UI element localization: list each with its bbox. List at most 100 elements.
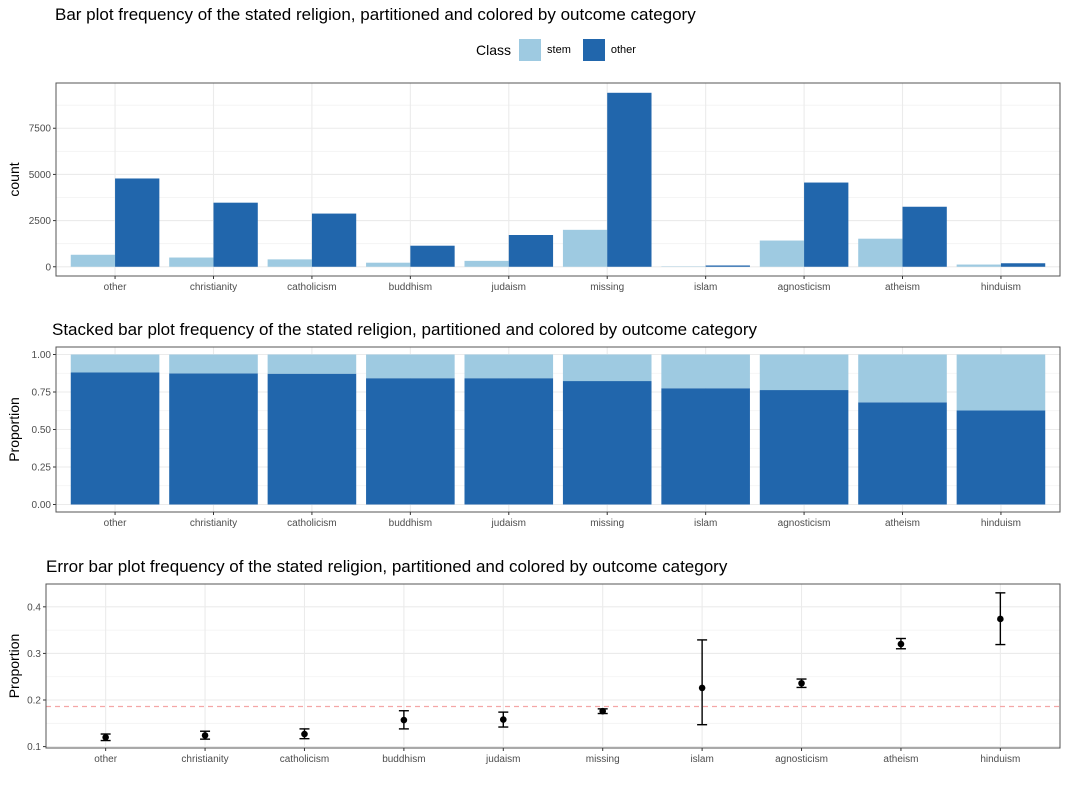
chart-title-stacked: Stacked bar plot frequency of the stated… (52, 320, 757, 339)
stacked-bar-other-atheism (858, 402, 947, 505)
y-tick-label: 7500 (29, 124, 52, 135)
x-tick-label: buddhism (389, 518, 432, 529)
stacked-bar-other-christianity (169, 373, 258, 505)
stacked-bar-other-other (70, 372, 160, 505)
point-judaism (499, 716, 507, 723)
bar-other-catholicism (311, 213, 357, 267)
x-tick-label: islam (694, 282, 717, 293)
y-tick-label: 0.1 (27, 742, 41, 753)
x-tick-label: catholicism (287, 518, 336, 529)
x-tick-label: missing (586, 754, 620, 765)
bar-other-atheism (902, 206, 947, 267)
x-tick-label: christianity (190, 518, 237, 529)
x-tick-label: other (94, 754, 117, 765)
point-missing (599, 707, 607, 715)
legend-label-other: other (610, 44, 636, 56)
bar-stem-agnosticism (759, 240, 805, 267)
x-tick-label: missing (590, 282, 624, 293)
legend-key-stem (519, 39, 542, 61)
x-tick-label: atheism (883, 754, 918, 765)
bar-stem-christianity (169, 257, 214, 267)
stacked-bar-stem-christianity (169, 354, 258, 374)
y-tick-label: 0 (45, 262, 51, 273)
bar-other-other (115, 178, 160, 267)
x-tick-label: buddhism (389, 282, 432, 293)
stacked-bar-stem-hinduism (956, 354, 1046, 411)
x-tick-label: hinduism (981, 282, 1021, 293)
x-tick-label: catholicism (280, 754, 329, 765)
bar-stem-atheism (858, 238, 903, 267)
x-tick-label: atheism (885, 282, 920, 293)
x-tick-label: atheism (885, 518, 920, 529)
y-tick-label: 2500 (29, 216, 52, 227)
stacked-bar-stem-agnosticism (759, 354, 849, 391)
point-agnosticism (798, 679, 805, 687)
bar-other-buddhism (410, 245, 455, 267)
bar-other-christianity (213, 202, 258, 267)
y-tick-label: 1.00 (32, 350, 52, 361)
point-other (102, 733, 109, 741)
bar-other-judaism (508, 234, 554, 267)
bar-other-missing (607, 92, 652, 267)
x-tick-label: agnosticism (775, 754, 828, 765)
bar-other-agnosticism (804, 182, 849, 267)
point-buddhism (400, 716, 408, 724)
bar-other-hinduism (1000, 263, 1046, 267)
stacked-bar-other-agnosticism (759, 390, 849, 505)
y-tick-label: 5000 (29, 170, 52, 181)
y-axis-label: Proportion (6, 397, 22, 462)
x-tick-label: other (104, 518, 127, 529)
y-tick-label: 0.00 (32, 500, 52, 511)
point-atheism (897, 640, 905, 648)
x-tick-label: islam (690, 754, 713, 765)
y-tick-label: 0.4 (27, 602, 41, 613)
x-tick-label: judaism (485, 754, 520, 765)
y-axis-label: count (6, 162, 22, 196)
stacked-bar-other-judaism (464, 378, 554, 505)
stacked-bar-other-islam (661, 388, 750, 505)
stacked-bar-stem-islam (661, 354, 750, 389)
bar-other-islam (705, 265, 750, 267)
panel-border (55, 346, 1061, 513)
x-tick-label: agnosticism (778, 518, 831, 529)
x-tick-label: christianity (181, 754, 228, 765)
x-tick-label: catholicism (287, 282, 336, 293)
x-tick-label: agnosticism (778, 282, 831, 293)
y-tick-label: 0.50 (32, 425, 52, 436)
y-tick-label: 0.2 (27, 696, 41, 707)
bar-stem-hinduism (956, 264, 1001, 267)
legend-label-stem: stem (547, 44, 571, 56)
bar-stem-buddhism (366, 262, 411, 267)
chart-title-errorbar: Error bar plot frequency of the stated r… (46, 557, 728, 576)
x-tick-label: missing (590, 518, 624, 529)
x-tick-label: buddhism (382, 754, 425, 765)
stacked-bar-stem-missing (562, 354, 652, 382)
x-tick-label: other (104, 282, 127, 293)
stacked-bar-stem-buddhism (366, 354, 455, 379)
legend: Class stem other (476, 38, 648, 62)
bar-stem-catholicism (267, 259, 312, 267)
stacked-bar-stem-judaism (464, 354, 554, 379)
stacked-bar-stem-atheism (858, 354, 947, 403)
point-catholicism (301, 730, 308, 738)
stacked-bar-other-missing (562, 381, 652, 505)
x-tick-label: judaism (491, 518, 526, 529)
stacked-bar-other-buddhism (366, 378, 455, 505)
point-islam (698, 684, 706, 692)
x-tick-label: hinduism (980, 754, 1020, 765)
stacked-bar-other-catholicism (267, 373, 357, 505)
stacked-bar-stem-other (70, 354, 160, 373)
y-tick-label: 0.3 (27, 649, 41, 660)
stacked-bar-stem-catholicism (267, 354, 357, 374)
x-tick-label: hinduism (981, 518, 1021, 529)
x-tick-label: judaism (491, 282, 526, 293)
legend-key-other (582, 39, 605, 61)
x-tick-label: christianity (190, 282, 237, 293)
bar-stem-missing (562, 229, 608, 267)
panel-border (45, 583, 1061, 749)
x-tick-label: islam (694, 518, 717, 529)
chart-title-bar: Bar plot frequency of the stated religio… (55, 5, 696, 24)
point-christianity (201, 732, 209, 739)
legend-title: Class (476, 42, 512, 58)
